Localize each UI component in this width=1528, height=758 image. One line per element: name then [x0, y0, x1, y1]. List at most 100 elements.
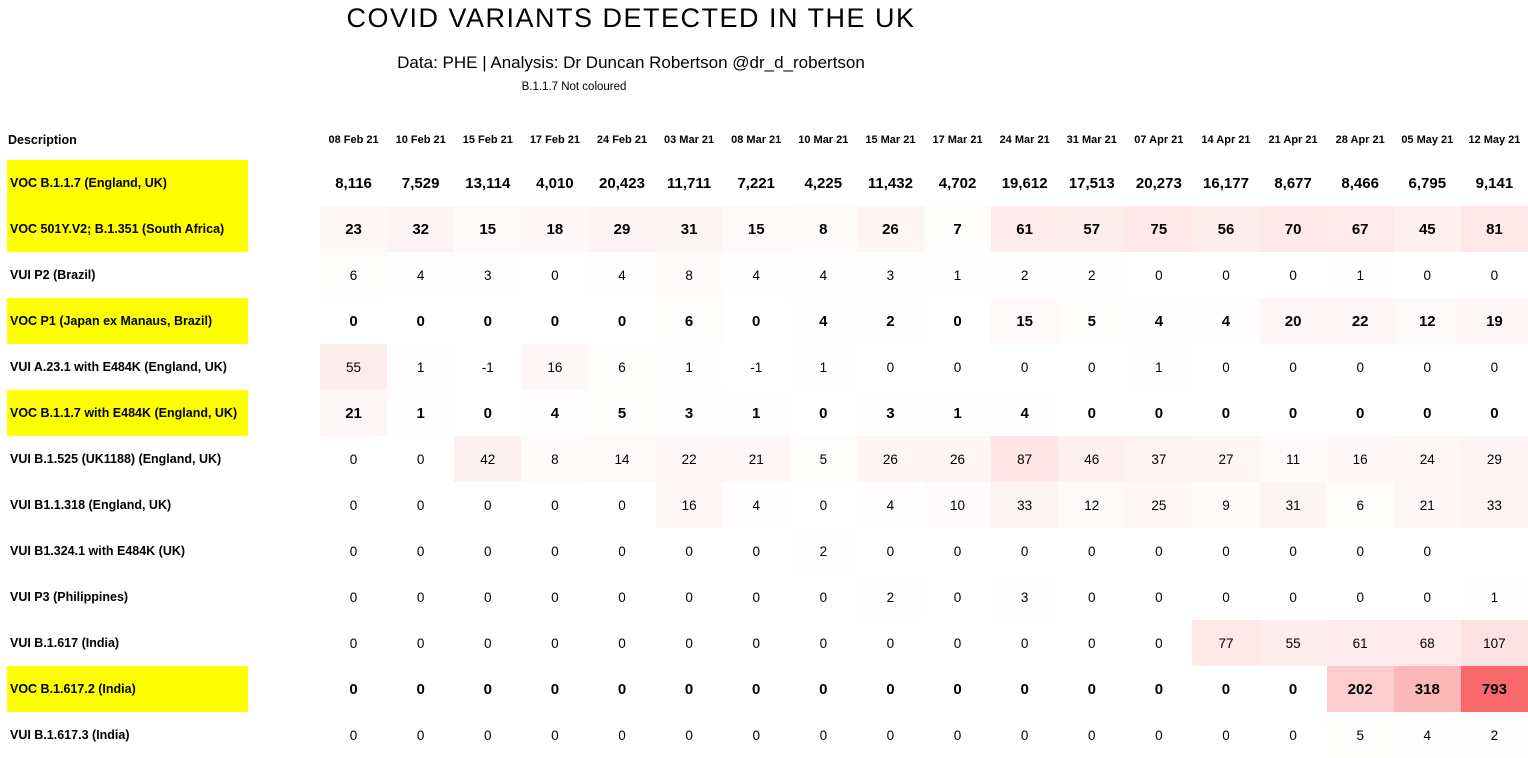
row-cells: 0 0 0 0 0 16 4 0 4 10 33 12 25 9 31 6 21 33 [320, 482, 1528, 528]
data-cell: 107 [1460, 620, 1528, 666]
data-cell: 0 [1192, 252, 1260, 298]
data-cell: 25 [1125, 482, 1193, 528]
row-label-cell: VUI B1.1.318 (England, UK) [0, 482, 320, 528]
data-cell: 0 [387, 712, 455, 758]
data-cell: 23 [320, 206, 388, 252]
data-cell: 0 [1326, 344, 1394, 390]
column-header-date: 12 May 21 [1468, 134, 1521, 146]
table-row: VOC B.1.617.2 (India) 0 0 0 0 0 0 0 0 0 0 0 0 0 0 0 202 3… [0, 666, 1528, 712]
column-header-date: 28 Apr 21 [1335, 134, 1385, 146]
row-label: VOC 501Y.V2; B.1.351 (South Africa) [7, 206, 248, 252]
data-cell: 4 [991, 390, 1059, 436]
data-cell: 57 [1058, 206, 1126, 252]
column-header-date: 31 Mar 21 [1066, 134, 1117, 146]
column-header-date: 10 Feb 21 [395, 134, 446, 146]
data-cell: 0 [320, 712, 388, 758]
data-cell: 0 [454, 712, 522, 758]
data-cell: 0 [454, 298, 522, 344]
data-cell: 7 [923, 206, 992, 252]
data-cell: 0 [722, 712, 790, 758]
data-cell: 0 [856, 620, 924, 666]
column-header-date: 17 Mar 21 [932, 134, 983, 146]
data-cell: 1 [1125, 344, 1193, 390]
data-cell: 21 [722, 436, 790, 482]
data-cell: 26 [856, 206, 924, 252]
data-cell: 32 [387, 206, 455, 252]
row-label-cell: VUI B1.324.1 with E484K (UK) [0, 528, 320, 574]
data-cell: 0 [722, 666, 790, 712]
data-cell: 0 [454, 482, 522, 528]
data-cell: 67 [1326, 206, 1394, 252]
data-cell: 1 [923, 390, 992, 436]
data-cell: 3 [454, 252, 522, 298]
data-cell: 6 [320, 252, 388, 298]
data-cell: 5 [789, 436, 857, 482]
data-cell: 8 [655, 252, 723, 298]
data-cell: 4 [1192, 298, 1260, 344]
data-cell: 0 [923, 528, 992, 574]
data-cell: 0 [991, 666, 1059, 712]
row-label: VUI P2 (Brazil) [10, 268, 96, 282]
data-cell: 0 [1393, 344, 1461, 390]
data-cell: 0 [320, 528, 388, 574]
data-cell: 8 [521, 436, 589, 482]
row-cells: 21 1 0 4 5 3 1 0 3 1 4 0 0 0 0 0 0 0 [320, 390, 1528, 436]
data-cell: 0 [1192, 666, 1260, 712]
data-cell: 24 [1393, 436, 1461, 482]
data-cell: 0 [655, 620, 723, 666]
row-label: VOC P1 (Japan ex Manaus, Brazil) [7, 298, 248, 344]
data-cell: 0 [1058, 390, 1126, 436]
data-cell: 2 [1460, 712, 1528, 758]
page-subtitle: Data: PHE | Analysis: Dr Duncan Robertso… [397, 53, 865, 72]
data-cell: 8,116 [335, 174, 372, 192]
data-cell: 0 [454, 620, 522, 666]
data-cell: 61 [1326, 620, 1394, 666]
data-cell: 0 [856, 344, 924, 390]
column-header-date: 14 Apr 21 [1201, 134, 1251, 146]
data-cell: 1 [722, 390, 790, 436]
column-header-date: 17 Feb 21 [529, 134, 580, 146]
row-cells: 0 0 42 8 14 22 21 5 26 26 87 46 37 27 11 16 24 29 [320, 436, 1528, 482]
data-cell: 4,010 [536, 174, 574, 192]
column-header-date: 21 Apr 21 [1268, 134, 1318, 146]
data-cell: 0 [454, 666, 522, 712]
data-cell: 42 [454, 436, 522, 482]
data-cell: 0 [1058, 620, 1126, 666]
row-label-cell: VOC P1 (Japan ex Manaus, Brazil) [0, 298, 320, 344]
data-cell: 0 [856, 528, 924, 574]
row-label: VOC B.1.1.7 with E484K (England, UK) [7, 390, 248, 436]
data-cell: 9,141 [1475, 174, 1514, 192]
row-label: VUI B1.324.1 with E484K (UK) [10, 544, 186, 558]
data-cell: 0 [722, 528, 790, 574]
data-cell: 21 [1393, 482, 1461, 528]
data-cell: 0 [856, 712, 924, 758]
data-cell: 0 [1393, 252, 1461, 298]
data-cell: 318 [1393, 666, 1461, 712]
row-cells: 0 0 0 0 0 6 0 4 2 0 15 5 4 4 20 22 12 19 [320, 298, 1528, 344]
data-cell: 0 [1393, 528, 1461, 574]
row-cells: 0 0 0 0 0 0 0 0 0 0 0 0 0 77 55 61 68 107 [320, 620, 1528, 666]
column-header-date: 15 Mar 21 [865, 134, 916, 146]
data-cell: 20 [1259, 298, 1327, 344]
data-cell: 0 [588, 482, 656, 528]
row-label-cell: VUI A.23.1 with E484K (England, UK) [0, 344, 320, 390]
data-cell: 0 [387, 528, 455, 574]
table-row: VUI B.1.617 (India) 0 0 0 0 0 0 0 0 0 0 0 0 0 77 55 61 68… [0, 620, 1528, 666]
variants-heatmap-table: Description 08 Feb 21 10 Feb 21 15 Feb 21 1… [0, 120, 1528, 758]
data-cell: 0 [655, 712, 723, 758]
data-cell: 37 [1125, 436, 1193, 482]
data-cell: 6,795 [1408, 174, 1447, 192]
data-cell: 15 [991, 298, 1059, 344]
data-cell: 0 [722, 620, 790, 666]
data-cell: 0 [655, 528, 723, 574]
data-cell: -1 [722, 344, 790, 390]
data-cell: 16 [655, 482, 723, 528]
data-cell: 4 [588, 252, 656, 298]
data-cell: 0 [387, 666, 455, 712]
data-cell: 77 [1192, 620, 1260, 666]
data-cell: 793 [1460, 666, 1528, 712]
data-cell: 0 [923, 344, 992, 390]
